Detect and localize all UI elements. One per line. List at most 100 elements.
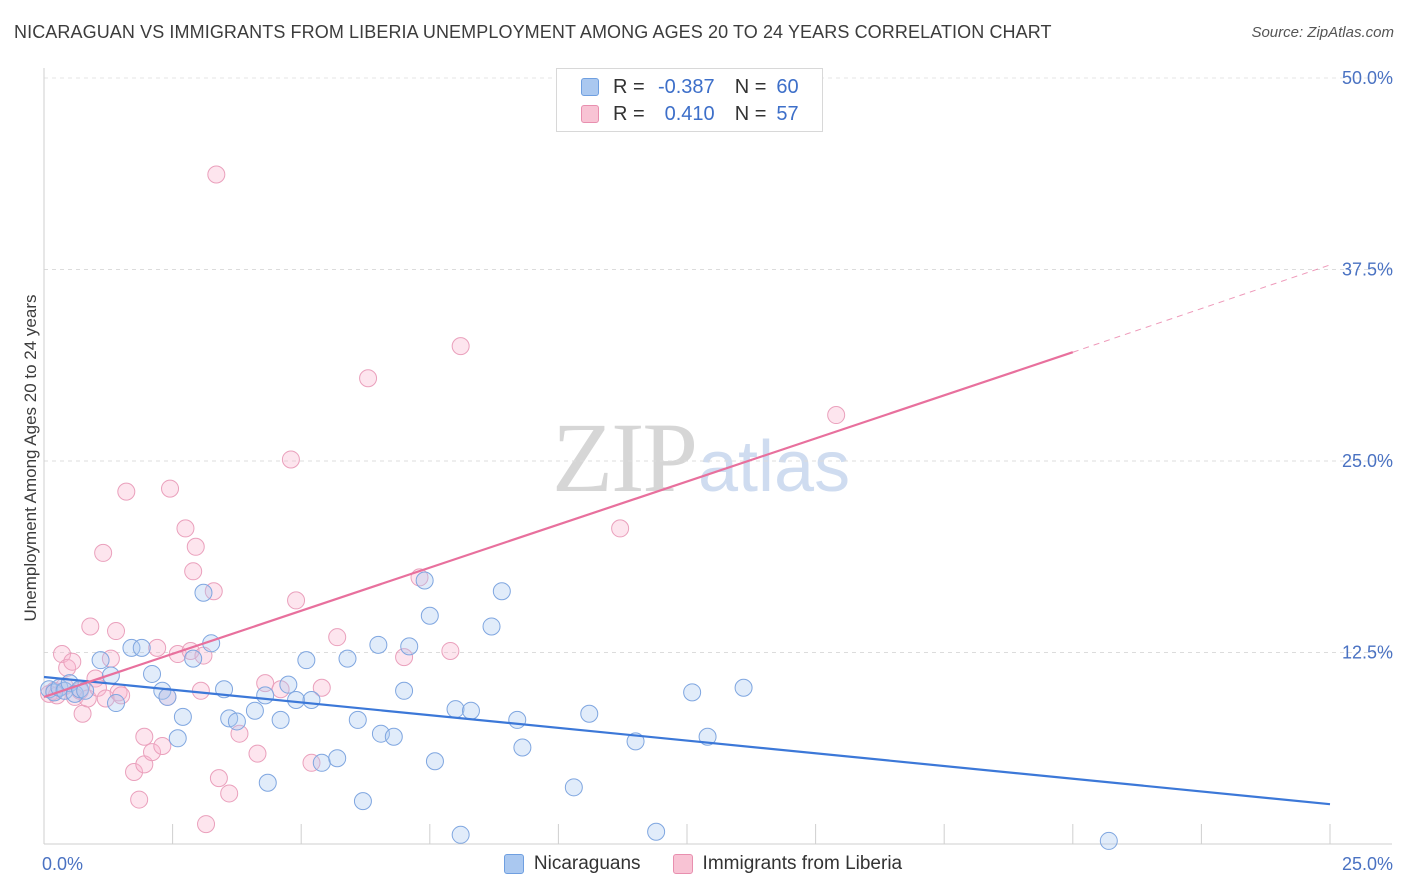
nicaraguan-point [425,752,444,771]
nicaraguan-point [328,749,347,768]
nicaraguan-point [420,606,439,625]
liberia-point [209,769,228,788]
trend-line-liberia-extension [1072,264,1331,353]
liberia-point [451,337,470,356]
liberia-point [135,727,154,746]
nicaraguan-point [184,649,203,668]
legend-swatch-blue [581,78,599,96]
liberia-point [184,562,203,581]
nicaraguan-point [369,635,388,654]
series-nicaraguans-points [40,571,1118,850]
trend-line-liberia [43,351,1074,698]
nicaraguan-point [173,707,192,726]
liberia-point [441,641,460,660]
legend-item-nicaraguans[interactable]: Nicaraguans [503,853,641,875]
liberia-point [191,681,210,700]
nicaraguan-point [647,822,666,841]
liberia-point [53,645,72,664]
trend-line-nicaraguans [43,675,1331,806]
nicaraguan-point [302,690,321,709]
legend-row-liberia: R = 0.410 N = 57 [581,102,799,126]
liberia-point [611,519,630,538]
nicaraguan-point [312,753,331,772]
gridlines [44,77,1392,653]
nicaraguan-point [91,651,110,670]
legend-n-label: N = [734,75,767,98]
nicaraguan-point [279,675,298,694]
nicaraguan-point [256,686,275,705]
nicaraguan-point [451,825,470,844]
y-tick-label: 50.0% [1342,68,1393,88]
liberia-point [107,622,126,641]
nicaraguan-point [683,683,702,702]
legend-label-nicaraguans: Nicaraguans [533,853,641,874]
nicaraguan-point [353,792,372,811]
nicaraguan-point [1099,831,1118,850]
nicaraguan-point [734,678,753,697]
liberia-point [302,753,321,772]
nicaraguan-point [143,664,162,683]
nicaraguan-point [492,582,511,601]
liberia-point [827,406,846,425]
liberia-point [256,674,275,693]
nicaraguan-point [245,701,264,720]
liberia-point [176,519,195,538]
liberia-point [328,628,347,647]
nicaraguan-point [461,701,480,720]
nicaraguan-point [698,727,717,746]
nicaraguan-point [580,704,599,723]
liberia-point [197,815,216,834]
legend-r-label: R = [613,75,645,98]
legend-r-value: 0.410 [664,102,715,125]
x-tick-label: 0.0% [42,854,83,874]
liberia-point [312,678,331,697]
liberia-point [148,638,167,657]
watermark: ZIPatlas [552,400,850,515]
liberia-point [186,537,205,556]
liberia-point [63,652,82,671]
nicaraguan-point [564,778,583,797]
liberia-point [220,784,239,803]
nicaraguan-point [158,687,177,706]
x-tick-label: 25.0% [1342,854,1393,874]
nicaraguan-point [258,773,277,792]
legend-r-value: -0.387 [657,75,715,98]
legend-n-value: 60 [776,75,799,98]
series-legend: Nicaraguans Immigrants from Liberia [0,853,1406,875]
legend-swatch-pink [672,854,693,874]
nicaraguan-point [168,729,187,748]
nicaraguan-point [338,649,357,668]
liberia-point [94,543,113,562]
nicaraguan-point [400,637,419,656]
liberia-point [125,762,144,781]
nicaraguan-point [153,681,172,700]
legend-item-liberia[interactable]: Immigrants from Liberia [672,853,903,875]
liberia-point [359,369,378,388]
trend-lines [43,264,1331,806]
series-liberia-points [40,165,846,834]
liberia-point [248,744,267,763]
source-label: Source: ZipAtlas.com [1251,24,1394,41]
y-tick-label: 37.5% [1342,260,1393,280]
liberia-point [161,479,180,498]
nicaraguan-point [415,571,434,590]
legend-r-label: R = [613,102,645,125]
watermark-atlas: atlas [698,427,851,507]
liberia-point [281,450,300,469]
liberia-point [287,591,306,610]
nicaraguan-point [227,712,246,731]
nicaraguan-point [446,700,465,719]
tick-labels: 12.5% 25.0% 37.5% 50.0% 0.0% 25.0% [42,68,1393,874]
nicaraguan-point [626,732,645,751]
legend-label-liberia: Immigrants from Liberia [702,853,903,874]
liberia-point [73,704,92,723]
liberia-point [395,648,414,667]
legend-n-label: N = [734,102,767,125]
watermark-zip: ZIP [552,402,698,513]
nicaraguan-point [287,690,306,709]
nicaraguan-point [348,710,367,729]
nicaraguan-point [395,681,414,700]
y-tick-label: 12.5% [1342,643,1393,663]
nicaraguan-point [297,651,316,670]
